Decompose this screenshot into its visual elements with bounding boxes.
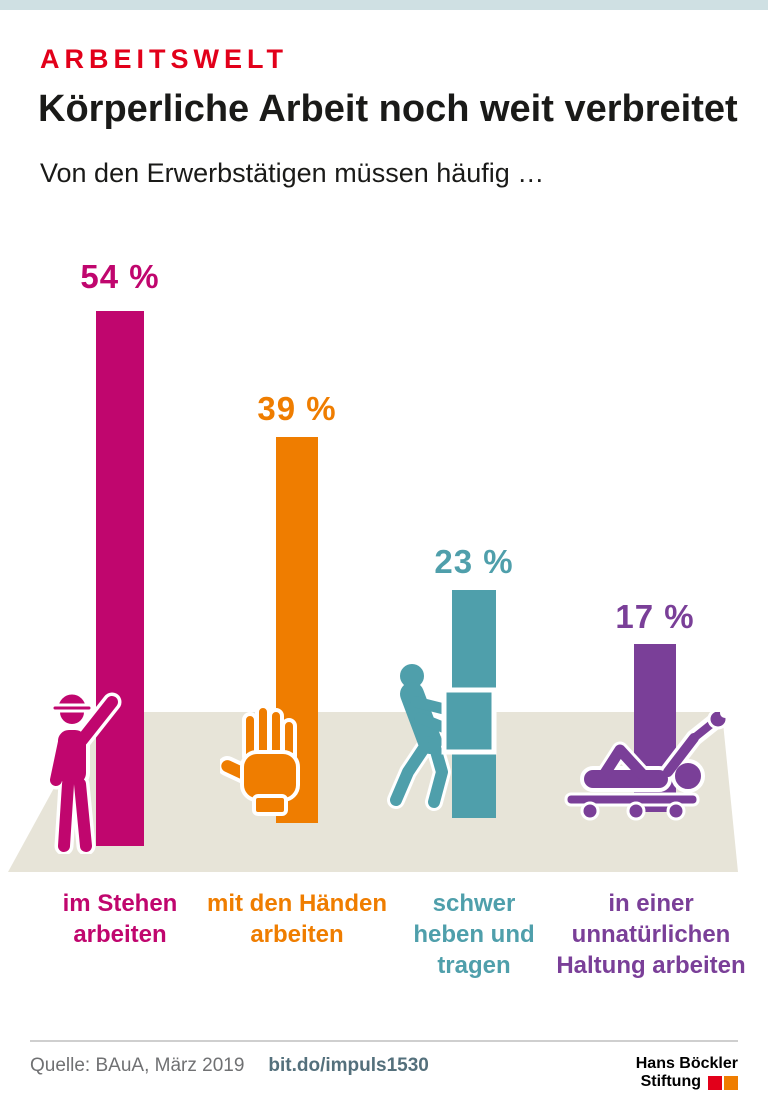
page-subtitle: Von den Erwerbstätigen müssen häufig … xyxy=(40,158,545,188)
bar-value-standing: 54 % xyxy=(80,258,160,295)
source-link[interactable]: bit.do/impuls1530 xyxy=(268,1055,429,1076)
footer: Quelle: BAuA, März 2019 bit.do/impuls153… xyxy=(30,1040,738,1092)
bar-value-hands: 39 % xyxy=(257,390,337,427)
page-title: Körperliche Arbeit noch weit verbreitet xyxy=(38,88,738,130)
bar-label-posture: in einer unnatürlichen Haltung arbeiten xyxy=(556,890,746,980)
logo-orange-block xyxy=(724,1075,738,1090)
bar-label-standing: im Stehen arbeiten xyxy=(62,890,178,949)
logo-mark xyxy=(708,1075,738,1090)
hbs-logo: Hans Böckler Stiftung xyxy=(636,1055,738,1092)
floor-plane xyxy=(8,712,738,872)
top-accent-strip xyxy=(0,0,768,10)
bar-label-hands: mit den Händen arbeiten xyxy=(206,890,387,949)
source-text: Quelle: BAuA, März 2019 xyxy=(30,1055,245,1076)
logo-line2: Stiftung xyxy=(640,1073,701,1091)
logo-line1: Hans Böckler xyxy=(635,1055,738,1072)
bar-value-lifting: 23 % xyxy=(434,543,514,580)
bar-label-lifting: schwer heben und tragen xyxy=(413,890,535,980)
bar-value-posture: 17 % xyxy=(615,598,695,635)
kicker: ARBEITSWELT xyxy=(40,44,288,74)
logo-red-block xyxy=(708,1075,722,1090)
